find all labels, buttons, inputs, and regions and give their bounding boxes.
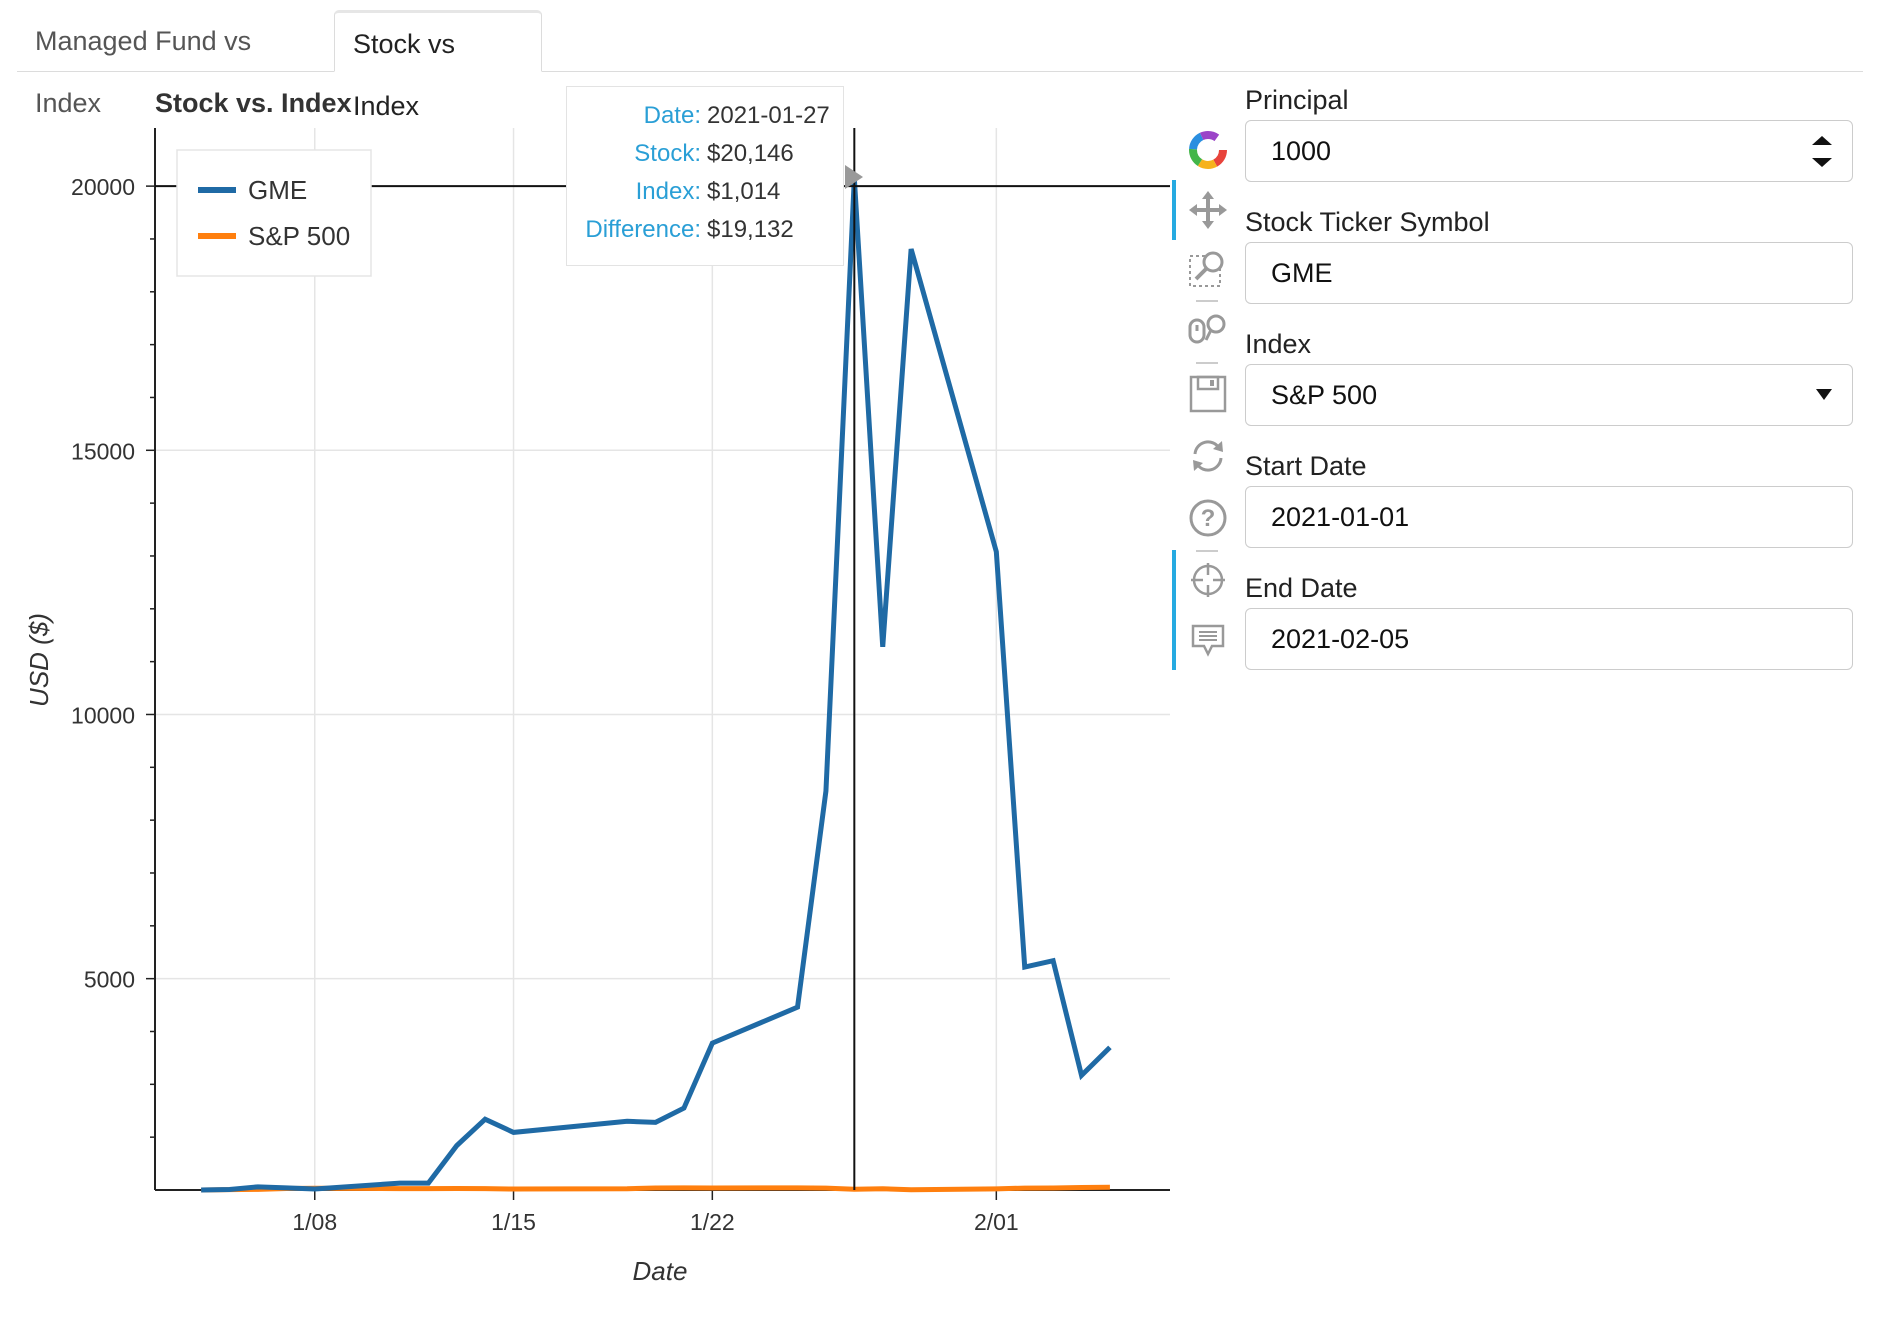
chevron-down-icon: [1816, 389, 1832, 400]
end-date-label: End Date: [1245, 573, 1358, 603]
save-icon[interactable]: [1186, 372, 1230, 416]
legend-box: [176, 149, 372, 277]
wheel-zoom-icon[interactable]: [1186, 308, 1230, 352]
tooltip-row-index: Index: $1,014: [567, 173, 843, 211]
ticker-label: Stock Ticker Symbol: [1245, 207, 1490, 237]
principal-label: Principal: [1245, 85, 1349, 115]
bokeh-logo-icon[interactable]: [1186, 128, 1230, 172]
y-tick-label: 10000: [71, 702, 135, 728]
y-tick-label: 15000: [71, 438, 135, 464]
tab-bar: Managed Fund vs Index Stock vs Index: [17, 10, 1863, 121]
plot-title: Stock vs. Index: [155, 88, 352, 118]
tooltip-value: $1,014: [707, 178, 781, 205]
tooltip-row-stock: Stock: $20,146: [567, 135, 843, 173]
tooltip-arrow-icon: [845, 165, 863, 189]
help-icon[interactable]: ?: [1186, 496, 1230, 540]
plot-area: [155, 128, 1170, 1190]
start-date-input[interactable]: 2021-01-01: [1245, 486, 1853, 548]
tooltip-value: $20,146: [707, 140, 794, 167]
box-zoom-icon[interactable]: [1186, 246, 1230, 290]
line-chart[interactable]: 5000 10000 15000 20000 1/08 1/15 1/22 2/01 Date U…: [0, 0, 1170, 1320]
end-date-value: 2021-02-05: [1271, 624, 1410, 654]
ticker-input[interactable]: GME: [1245, 242, 1853, 304]
start-date-label: Start Date: [1245, 451, 1367, 481]
settings-form: Principal 1000 Stock Ticker Symbol GME I…: [1245, 80, 1853, 690]
tab-stock-vs-index[interactable]: Stock vs Index: [334, 10, 542, 121]
index-value: S&P 500: [1271, 380, 1378, 410]
end-date-input[interactable]: 2021-02-05: [1245, 608, 1853, 670]
tooltip-row-difference: Difference: $19,132: [567, 211, 843, 249]
tooltip-key: Index:: [635, 178, 701, 205]
hover-tooltip: Date: 2021-01-27 Stock: $20,146 Index: $…: [566, 86, 863, 266]
tooltip-key: Difference:: [585, 216, 701, 243]
legend-item-0: GME: [248, 175, 307, 205]
principal-value: 1000: [1271, 136, 1332, 166]
tooltip-value: $19,132: [707, 216, 794, 243]
active-tool-indicator: [1172, 550, 1176, 670]
crosshair-icon[interactable]: [1186, 558, 1230, 602]
tooltip-row-date: Date: 2021-01-27: [567, 97, 843, 135]
tooltip-key: Date:: [643, 102, 701, 129]
y-axis-label: USD ($): [24, 613, 54, 707]
principal-spinner[interactable]: 1000: [1245, 120, 1853, 182]
y-tick-label: 20000: [71, 174, 135, 200]
toolbar-divider: [1196, 300, 1218, 302]
x-tick-label: 2/01: [974, 1209, 1019, 1235]
reset-icon[interactable]: [1186, 434, 1230, 478]
tooltip-key: Stock:: [634, 140, 701, 167]
legend-item-1: S&P 500: [248, 221, 350, 251]
x-axis-label: Date: [633, 1256, 688, 1286]
legend: GME S&P 500: [176, 149, 372, 277]
tab-managed-fund-vs-index[interactable]: Managed Fund vs Index: [35, 26, 252, 118]
spinner-arrows-icon[interactable]: [1810, 127, 1834, 175]
ticker-value: GME: [1271, 258, 1333, 288]
index-label: Index: [1245, 329, 1312, 359]
toolbar-divider: [1196, 362, 1218, 364]
active-tool-indicator: [1172, 180, 1176, 240]
toolbar-divider: [1196, 550, 1218, 552]
start-date-value: 2021-01-01: [1271, 502, 1410, 532]
tooltip-value: 2021-01-27: [707, 102, 830, 129]
plot-toolbar: ?: [1172, 118, 1232, 678]
x-tick-label: 1/22: [690, 1209, 735, 1235]
svg-text:?: ?: [1201, 505, 1216, 532]
series-line-0: [201, 178, 1112, 1193]
hover-icon[interactable]: [1186, 618, 1230, 662]
pan-icon[interactable]: [1186, 188, 1230, 232]
y-tick-label: 5000: [84, 967, 135, 993]
index-select[interactable]: S&P 500: [1245, 364, 1853, 426]
x-tick-label: 1/15: [491, 1209, 536, 1235]
x-tick-label: 1/08: [292, 1209, 337, 1235]
